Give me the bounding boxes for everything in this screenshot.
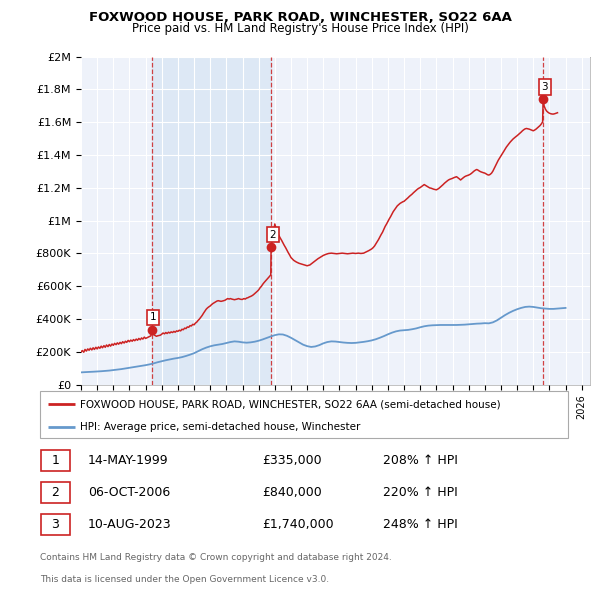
Text: FOXWOOD HOUSE, PARK ROAD, WINCHESTER, SO22 6AA (semi-detached house): FOXWOOD HOUSE, PARK ROAD, WINCHESTER, SO… bbox=[80, 399, 500, 409]
FancyBboxPatch shape bbox=[40, 391, 568, 438]
Text: £335,000: £335,000 bbox=[262, 454, 322, 467]
Text: £840,000: £840,000 bbox=[262, 486, 322, 499]
Text: 3: 3 bbox=[541, 82, 548, 92]
Text: 06-OCT-2006: 06-OCT-2006 bbox=[88, 486, 170, 499]
Text: 220% ↑ HPI: 220% ↑ HPI bbox=[383, 486, 458, 499]
Text: 2: 2 bbox=[269, 230, 276, 240]
Text: This data is licensed under the Open Government Licence v3.0.: This data is licensed under the Open Gov… bbox=[40, 575, 329, 584]
Text: Price paid vs. HM Land Registry's House Price Index (HPI): Price paid vs. HM Land Registry's House … bbox=[131, 22, 469, 35]
Text: 2: 2 bbox=[52, 486, 59, 499]
Text: HPI: Average price, semi-detached house, Winchester: HPI: Average price, semi-detached house,… bbox=[80, 422, 360, 431]
Text: 10-AUG-2023: 10-AUG-2023 bbox=[88, 518, 172, 531]
Text: 14-MAY-1999: 14-MAY-1999 bbox=[88, 454, 169, 467]
Text: Contains HM Land Registry data © Crown copyright and database right 2024.: Contains HM Land Registry data © Crown c… bbox=[40, 553, 392, 562]
FancyBboxPatch shape bbox=[41, 514, 70, 535]
Text: FOXWOOD HOUSE, PARK ROAD, WINCHESTER, SO22 6AA: FOXWOOD HOUSE, PARK ROAD, WINCHESTER, SO… bbox=[89, 11, 511, 24]
FancyBboxPatch shape bbox=[41, 482, 70, 503]
Text: 1: 1 bbox=[52, 454, 59, 467]
Text: £1,740,000: £1,740,000 bbox=[262, 518, 334, 531]
Text: 3: 3 bbox=[52, 518, 59, 531]
Text: 1: 1 bbox=[150, 313, 157, 322]
Text: 248% ↑ HPI: 248% ↑ HPI bbox=[383, 518, 458, 531]
Text: 208% ↑ HPI: 208% ↑ HPI bbox=[383, 454, 458, 467]
FancyBboxPatch shape bbox=[41, 450, 70, 471]
Bar bbox=[152, 57, 271, 385]
